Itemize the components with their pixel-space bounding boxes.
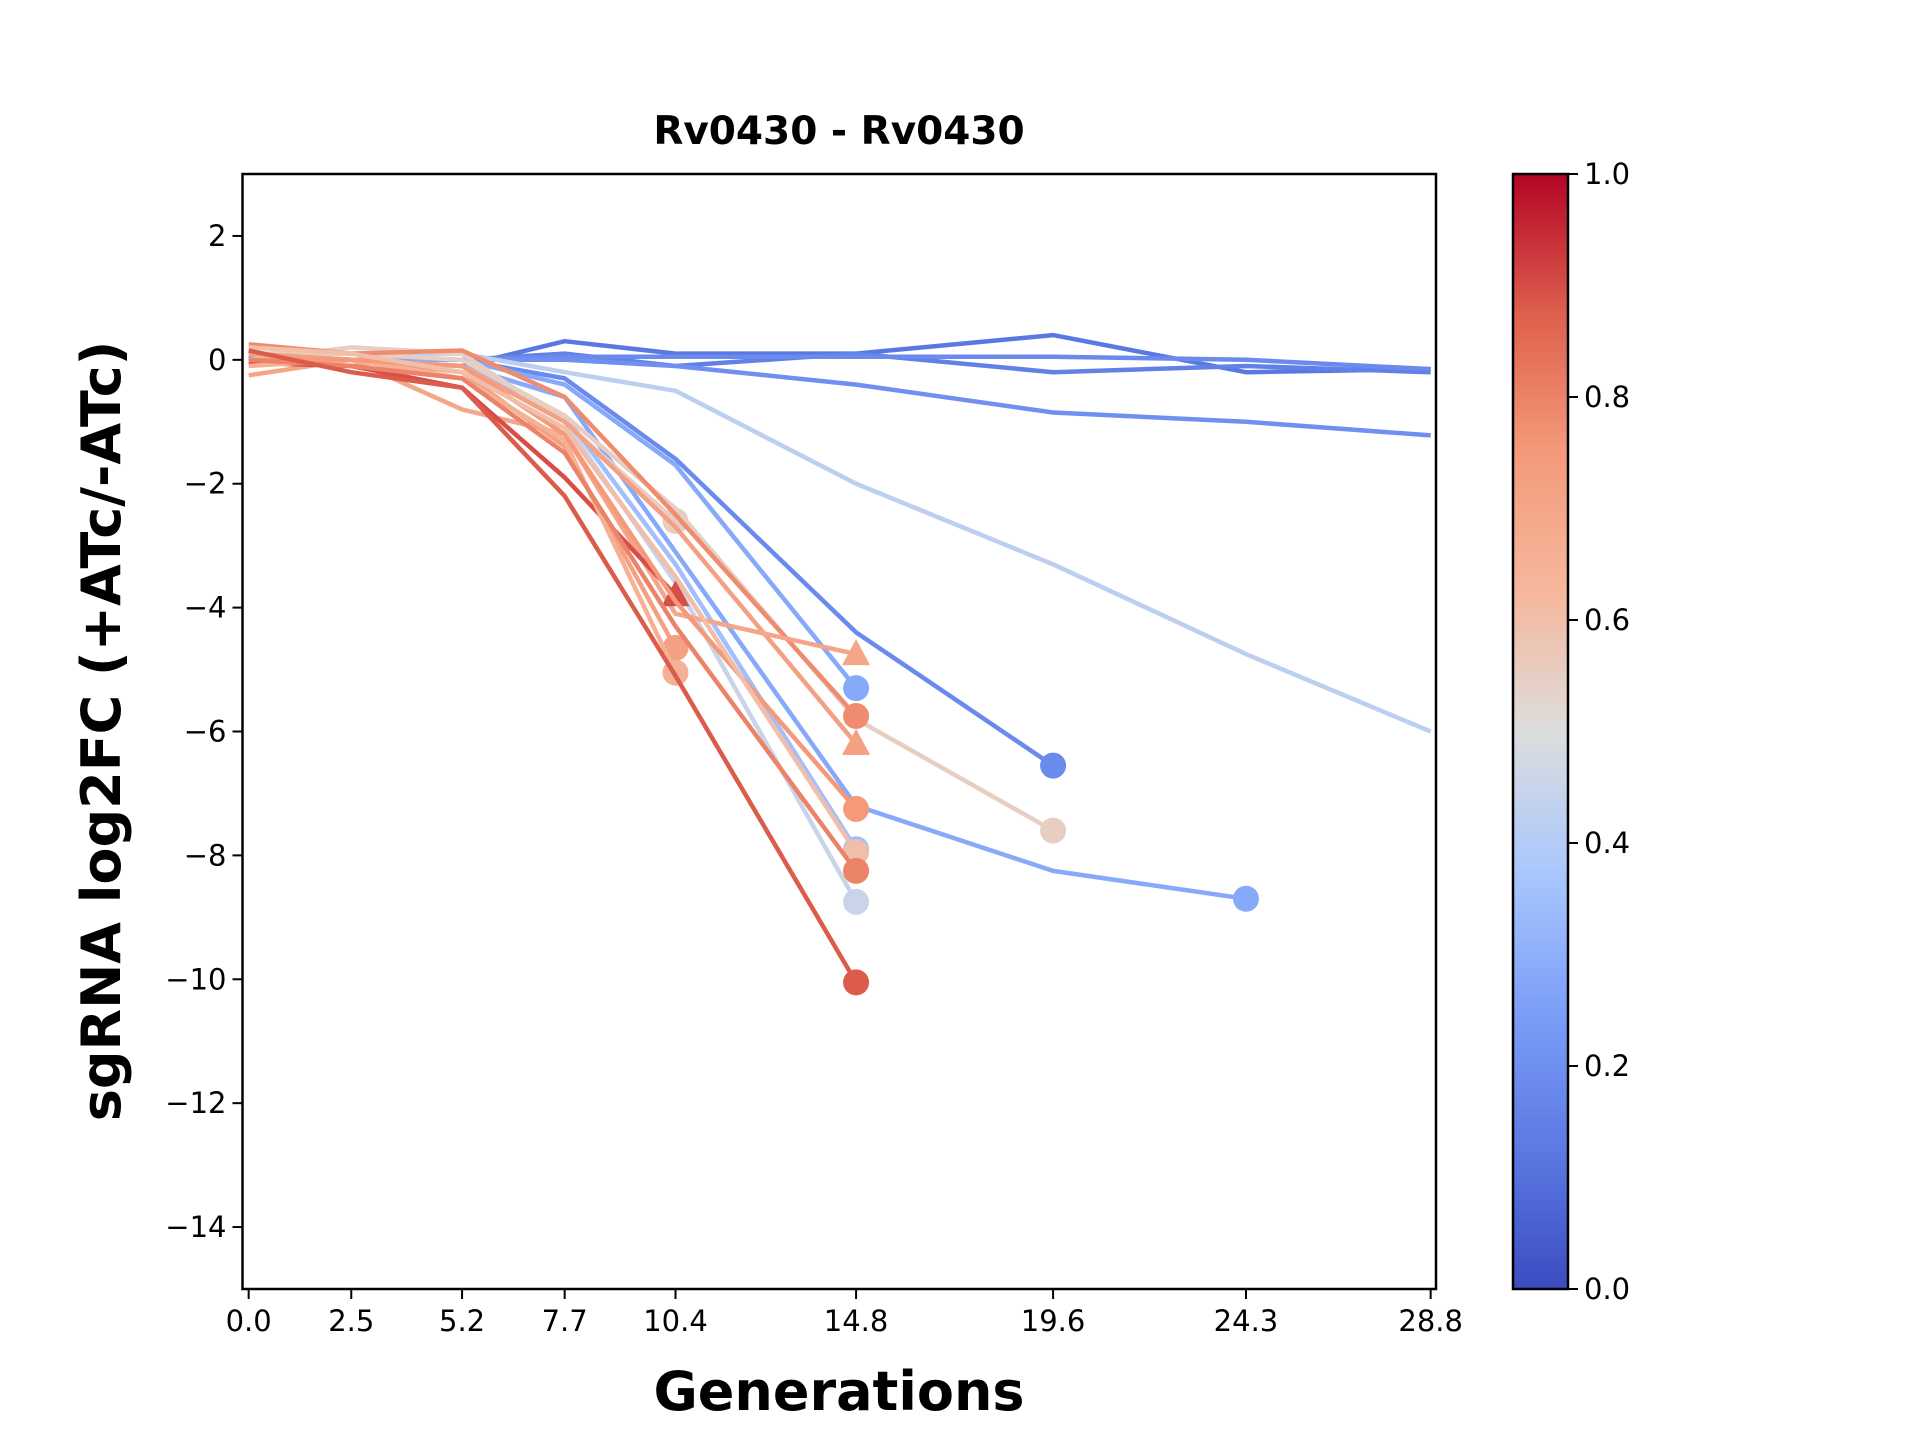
x-tick-label: 14.8	[824, 1304, 889, 1338]
x-tick-label: 28.8	[1398, 1304, 1463, 1338]
series-end-marker-13	[843, 703, 870, 730]
plot-frame	[241, 172, 1438, 1291]
series-end-marker-12	[842, 728, 871, 755]
colorbar-tick-label: 0.0	[1584, 1272, 1630, 1306]
y-tick-label: −10	[165, 962, 226, 996]
series-end-marker-18	[843, 795, 870, 822]
series-line-20	[248, 357, 858, 873]
series-end-marker-11	[1040, 817, 1067, 844]
colorbar-tick-label: 1.0	[1584, 157, 1630, 191]
x-tick-label: 10.4	[643, 1304, 708, 1338]
y-axis-ticks: 2 0 −2 −4 −6 −8 −10 −12 −14	[165, 219, 243, 1244]
x-axis-ticks: 0.0 2.5 5.2 7.7 10.4 14.8 19.6 24.3 28.8	[226, 1289, 1463, 1338]
x-tick-label: 5.2	[439, 1304, 485, 1338]
colorbar-tick-label: 0.2	[1584, 1049, 1630, 1083]
colorbar-tick-label: 0.8	[1584, 380, 1630, 414]
series-lines	[248, 332, 1432, 996]
colorbar	[1511, 172, 1570, 1291]
series-line-11	[248, 351, 1055, 833]
y-tick-label: −2	[184, 467, 227, 501]
series-line-13	[248, 342, 858, 718]
series-end-marker-5	[1040, 752, 1067, 779]
x-tick-label: 7.7	[542, 1304, 588, 1338]
series-line-4	[248, 351, 1432, 734]
series-end-marker-9	[843, 888, 870, 915]
series-end-marker-21	[843, 969, 870, 996]
colorbar-ticks: 0.0 0.2 0.4 0.6 0.8 1.0	[1568, 157, 1630, 1306]
series-line-21	[248, 348, 859, 984]
chart-title: Rv0430 - Rv0430	[653, 109, 1024, 154]
x-tick-label: 19.6	[1021, 1304, 1086, 1338]
series-end-marker-6	[1232, 885, 1259, 912]
x-tick-label: 2.5	[328, 1304, 374, 1338]
x-tick-label: 24.3	[1214, 1304, 1279, 1338]
colorbar-tick-label: 0.6	[1584, 603, 1630, 637]
series-end-marker-15	[661, 580, 690, 607]
y-tick-label: −6	[184, 715, 227, 749]
y-tick-label: −12	[165, 1086, 226, 1120]
x-tick-label: 0.0	[226, 1304, 272, 1338]
series-line-19	[248, 345, 858, 854]
y-tick-label: 0	[208, 343, 226, 377]
x-axis-label: Generations	[653, 1360, 1024, 1423]
y-tick-label: −8	[184, 838, 227, 872]
series-end-marker-14	[842, 639, 871, 666]
series-end-marker-20	[843, 857, 870, 884]
y-tick-label: 2	[208, 219, 226, 253]
y-tick-label: −4	[184, 591, 227, 625]
series-line-17	[248, 357, 678, 674]
y-axis-label: sgRNA log2FC (+ATc/-ATc)	[70, 341, 133, 1122]
y-tick-label: −14	[165, 1210, 226, 1244]
series-end-marker-7	[843, 675, 870, 702]
colorbar-tick-label: 0.4	[1584, 826, 1630, 860]
